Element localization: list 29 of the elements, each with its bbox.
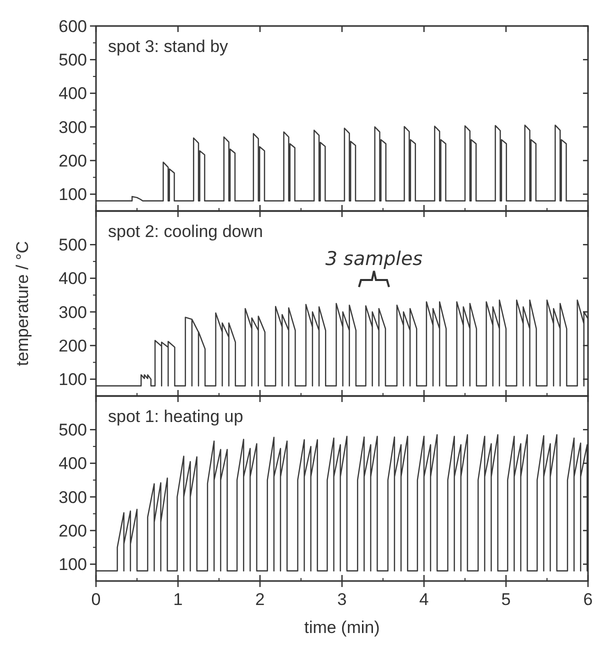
y-tick-label: 600 [58, 16, 87, 36]
annotation: spot 3: stand by [108, 37, 229, 56]
y-tick-label: 400 [58, 269, 87, 288]
y-tick-label: 400 [58, 84, 87, 104]
y-tick-label: 400 [58, 454, 87, 474]
annotation: spot 2: cooling down [108, 222, 263, 241]
y-tick-label: 300 [58, 302, 87, 322]
y-tick-label: 500 [58, 50, 87, 70]
y-tick-label: 100 [58, 185, 87, 204]
annotation: 3 samples [325, 248, 423, 270]
x-tick-label: 0 [91, 590, 101, 609]
y-tick-label: 300 [58, 118, 87, 137]
x-tick-label: 3 [337, 590, 347, 609]
x-tick-label: 2 [255, 590, 265, 609]
y-tick-label: 300 [58, 488, 87, 507]
y-tick-label: 500 [58, 236, 87, 255]
y-axis-title: temperature / °C [13, 241, 32, 366]
y-tick-label: 100 [58, 555, 87, 574]
x-axis-title: time (min) [304, 618, 380, 637]
y-tick-label: 100 [58, 370, 87, 390]
y-tick-label: 200 [58, 521, 87, 540]
y-tick-label: 200 [58, 151, 87, 170]
x-tick-label: 6 [583, 590, 593, 609]
y-tick-label: 500 [58, 420, 87, 440]
x-tick-label: 5 [501, 590, 511, 609]
annotation: spot 1: heating up [108, 407, 244, 426]
x-tick-label: 1 [173, 590, 183, 609]
x-tick-label: 4 [419, 590, 429, 609]
y-tick-label: 200 [58, 336, 87, 356]
